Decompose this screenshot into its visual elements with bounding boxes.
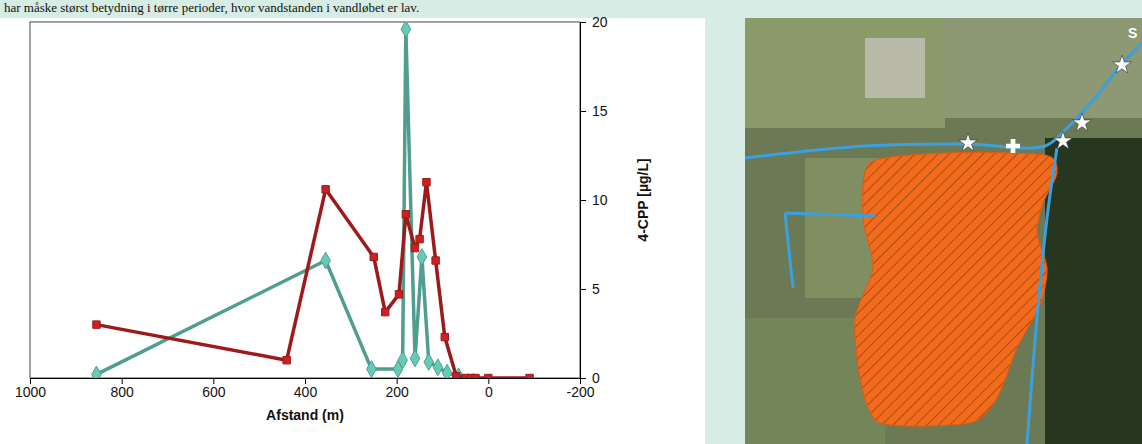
marker [453, 373, 460, 378]
y-tick-label: 10 [592, 192, 608, 208]
plot-frame [30, 22, 580, 378]
marker [441, 333, 448, 340]
caption: har måske størst betydning i tørre perio… [4, 0, 419, 15]
map-station [1073, 113, 1092, 131]
x-tick-label: 1000 [15, 384, 46, 400]
map-cross [1006, 139, 1020, 153]
marker [93, 321, 100, 328]
page: har måske størst betydning i tørre perio… [0, 0, 1142, 444]
y-tick-label: 15 [592, 103, 608, 119]
y-tick-mark [580, 200, 586, 201]
marker [433, 359, 443, 376]
map-field [945, 18, 1142, 118]
y-tick-label: 0 [592, 370, 600, 386]
marker [401, 22, 411, 37]
marker [382, 308, 389, 315]
marker [411, 244, 418, 251]
marker [92, 366, 102, 378]
y-tick-label: 5 [592, 281, 600, 297]
marker [432, 257, 439, 264]
marker [402, 211, 409, 218]
map-stream [745, 43, 1142, 158]
marker [416, 235, 423, 242]
marker [424, 354, 434, 371]
x-tick: 1000 [15, 378, 46, 400]
marker [410, 350, 420, 367]
x-tick-label: 200 [385, 384, 409, 400]
y-axis-title: 4-CPP [µg/L] [635, 158, 651, 241]
x-tick-label: -200 [566, 384, 594, 400]
y-axis: 0 5 10 15 20 [580, 14, 608, 386]
y-tick: 10 [580, 192, 608, 208]
y-tick-label: 20 [592, 14, 608, 30]
y-tick-mark [580, 22, 586, 23]
x-tick-label: 600 [202, 384, 226, 400]
x-tick: -200 [566, 378, 594, 400]
map-stream [785, 213, 793, 288]
map-station [959, 133, 978, 151]
map: S [745, 18, 1142, 444]
x-axis: 1000 800 600 400 200 0 -200 [15, 378, 595, 400]
x-axis-title: Afstand (m) [266, 407, 344, 423]
marker [367, 361, 377, 378]
marker [322, 186, 329, 193]
marker [423, 178, 430, 185]
x-tick: 0 [485, 378, 493, 400]
map-station [1113, 55, 1132, 73]
y-tick: 5 [580, 281, 600, 297]
marker [283, 356, 290, 363]
map-label: S [1128, 25, 1137, 41]
marker [526, 374, 533, 378]
map-stream [785, 213, 875, 216]
plot-area [92, 22, 534, 378]
x-tick-label: 400 [294, 384, 318, 400]
marker [398, 352, 408, 369]
x-tick-label: 800 [110, 384, 134, 400]
x-tick: 800 [110, 378, 134, 400]
x-tick: 600 [202, 378, 226, 400]
marker [485, 374, 492, 378]
y-tick: 20 [580, 14, 608, 30]
map-ground [745, 18, 1142, 444]
map-area [855, 153, 1057, 427]
map-field [745, 18, 945, 128]
y-tick-mark [580, 289, 586, 290]
series-line [96, 182, 529, 378]
marker [472, 374, 479, 378]
map-field [1045, 138, 1142, 444]
y-tick-mark [580, 111, 586, 112]
marker [370, 253, 377, 260]
marker [321, 252, 331, 269]
x-tick: 400 [294, 378, 318, 400]
marker [442, 364, 452, 378]
chart-background [0, 18, 705, 444]
x-tick: 200 [385, 378, 409, 400]
series-line [96, 29, 458, 376]
y-tick: 0 [580, 370, 600, 386]
y-tick: 15 [580, 103, 608, 119]
map-field [865, 38, 925, 98]
marker [395, 291, 402, 298]
x-tick-label: 0 [485, 384, 493, 400]
y-tick-mark [580, 378, 586, 379]
map-stream [1027, 148, 1057, 444]
map-station [1054, 131, 1073, 149]
